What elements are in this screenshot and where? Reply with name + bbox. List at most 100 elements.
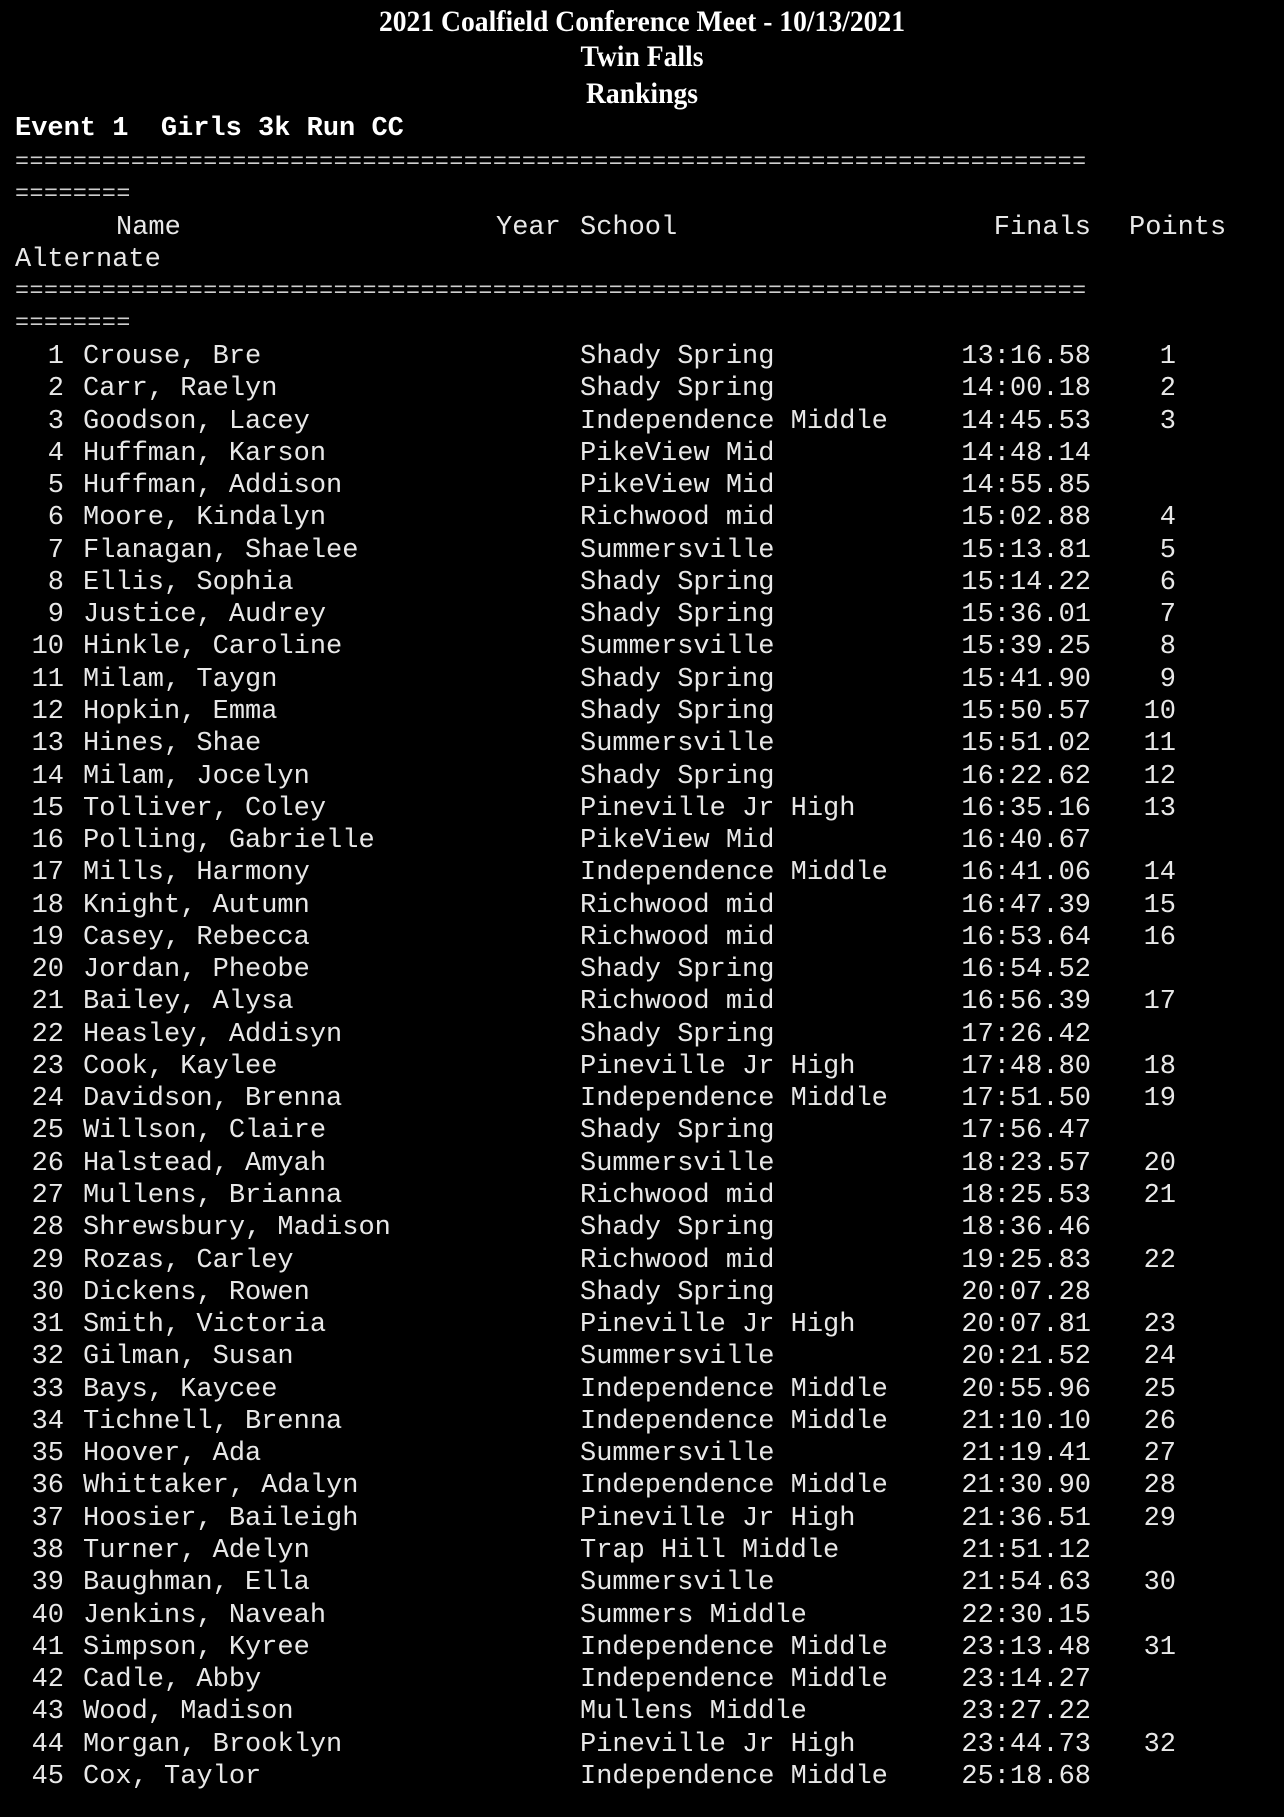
athlete-name: Davidson, Brenna [83, 1084, 343, 1115]
points-value: 12 [1143, 761, 1176, 792]
table-row: 12 Hopkin, Emma Shady Spring 15:50.57 10 [0, 696, 1284, 728]
result-rank: 35 [31, 1439, 64, 1470]
result-rank: 6 [47, 503, 64, 534]
points-value: 19 [1143, 1084, 1176, 1115]
finals-time: 23:27.22 [961, 1697, 1091, 1728]
result-rank: 41 [31, 1632, 64, 1663]
finals-time: 15:14.22 [961, 567, 1091, 598]
table-row: 23 Cook, Kaylee Pineville Jr High 17:48.80 1… [0, 1051, 1284, 1083]
result-rank: 17 [31, 858, 64, 889]
column-header-school: School [580, 213, 678, 243]
school-name: Shady Spring [580, 1213, 775, 1244]
result-rank: 40 [31, 1600, 64, 1631]
result-rank: 7 [47, 535, 64, 566]
school-name: Summersville [580, 632, 775, 663]
athlete-name: Cook, Kaylee [83, 1051, 278, 1082]
table-row: 16 Polling, Gabrielle PikeView Mid 16:40.67 [0, 825, 1284, 857]
athlete-name: Halstead, Amyah [83, 1148, 327, 1179]
result-rank: 23 [31, 1051, 64, 1082]
result-rank: 1 [47, 342, 64, 372]
finals-time: 21:54.63 [961, 1568, 1091, 1599]
finals-time: 17:51.50 [961, 1084, 1091, 1115]
report-title: Rankings [585, 77, 698, 110]
finals-time: 15:51.02 [961, 729, 1091, 760]
table-row: 34 Tichnell, Brenna Independence Middle 21:… [0, 1406, 1284, 1438]
result-rank: 24 [31, 1084, 64, 1115]
school-name: Pineville Jr High [580, 1051, 856, 1082]
result-rank: 31 [31, 1310, 64, 1341]
table-row: 1 Crouse, Bre Shady Spring 13:16.58 1 [0, 341, 1284, 373]
school-name: Independence Middle [580, 1406, 888, 1437]
table-row: 25 Willson, Claire Shady Spring 17:56.47 [0, 1115, 1284, 1147]
finals-time: 21:19.41 [961, 1439, 1091, 1470]
school-name: Independence Middle [580, 1471, 888, 1502]
finals-time: 14:45.53 [961, 406, 1091, 437]
school-name: PikeView Mid [580, 438, 775, 469]
result-rank: 36 [31, 1471, 64, 1502]
finals-time: 16:40.67 [961, 826, 1091, 857]
points-value: 10 [1143, 696, 1176, 727]
result-rank: 15 [31, 793, 64, 824]
athlete-name: Mills, Harmony [83, 858, 310, 889]
points-value: 6 [1159, 567, 1176, 598]
athlete-name: Baughman, Ella [83, 1568, 310, 1599]
result-rank: 39 [31, 1568, 64, 1599]
finals-time: 22:30.15 [961, 1600, 1091, 1631]
finals-time: 18:25.53 [961, 1181, 1091, 1212]
result-rank: 43 [31, 1697, 64, 1728]
school-name: Richwood mid [580, 987, 775, 1018]
result-rank: 9 [47, 600, 64, 631]
table-row: 20 Jordan, Pheobe Shady Spring 16:54.52 [0, 954, 1284, 986]
athlete-name: Casey, Rebecca [83, 922, 310, 953]
points-value: 25 [1143, 1374, 1176, 1405]
school-name: PikeView Mid [580, 471, 775, 502]
points-value: 11 [1143, 729, 1176, 760]
finals-time: 19:25.83 [961, 1245, 1091, 1276]
finals-time: 25:18.68 [961, 1761, 1091, 1792]
table-row: 42 Cadle, Abby Independence Middle 23:14.27 [0, 1664, 1284, 1696]
table-row: 44 Morgan, Brooklyn Pineville Jr High 23:44… [0, 1729, 1284, 1761]
finals-time: 17:56.47 [961, 1116, 1091, 1147]
table-row: 22 Heasley, Addisyn Shady Spring 17:26.42 [0, 1019, 1284, 1051]
finals-time: 21:51.12 [961, 1535, 1091, 1566]
athlete-name: Flanagan, Shaelee [83, 535, 359, 566]
finals-time: 16:54.52 [961, 955, 1091, 986]
athlete-name: Morgan, Brooklyn [83, 1729, 343, 1760]
finals-time: 15:13.81 [961, 535, 1091, 566]
table-row: 30 Dickens, Rowen Shady Spring 20:07.28 [0, 1277, 1284, 1309]
school-name: Shady Spring [580, 600, 775, 631]
athlete-name: Goodson, Lacey [83, 406, 310, 437]
finals-time: 13:16.58 [961, 342, 1091, 372]
athlete-name: Justice, Audrey [83, 600, 327, 631]
column-header-name: Name [116, 213, 181, 243]
school-name: Shady Spring [580, 696, 775, 727]
table-row: 14 Milam, Jocelyn Shady Spring 16:22.62 12 [0, 761, 1284, 793]
athlete-name: Milam, Jocelyn [83, 761, 310, 792]
result-rank: 18 [31, 890, 64, 921]
result-rank: 3 [47, 406, 64, 437]
finals-time: 15:36.01 [961, 600, 1091, 631]
school-name: Pineville Jr High [580, 1310, 856, 1341]
table-row: 26 Halstead, Amyah Summersville 18:23.57 20 [0, 1148, 1284, 1180]
school-name: Shady Spring [580, 761, 775, 792]
points-value: 17 [1143, 987, 1176, 1018]
table-row: 13 Hines, Shae Summersville 15:51.02 11 [0, 728, 1284, 760]
athlete-name: Jordan, Pheobe [83, 955, 310, 986]
table-row: 7 Flanagan, Shaelee Summersville 15:13.81 5 [0, 535, 1284, 567]
points-value: 18 [1143, 1051, 1176, 1082]
points-value: 21 [1143, 1181, 1176, 1212]
divider-rule-wrap: ======== [15, 310, 131, 336]
school-name: Shady Spring [580, 1277, 775, 1308]
points-value: 5 [1159, 535, 1176, 566]
school-name: Independence Middle [580, 1665, 888, 1696]
points-value: 9 [1159, 664, 1176, 695]
table-row: 10 Hinkle, Caroline Summersville 15:39.25 8 [0, 631, 1284, 663]
result-rank: 21 [31, 987, 64, 1018]
table-row: 6 Moore, Kindalyn Richwood mid 15:02.88 4 [0, 502, 1284, 534]
finals-time: 14:48.14 [961, 438, 1091, 469]
table-row: 31 Smith, Victoria Pineville Jr High 20:07.… [0, 1309, 1284, 1341]
finals-time: 18:36.46 [961, 1213, 1091, 1244]
result-rank: 19 [31, 922, 64, 953]
table-row: 4 Huffman, Karson PikeView Mid 14:48.14 [0, 438, 1284, 470]
points-value: 20 [1143, 1148, 1176, 1179]
